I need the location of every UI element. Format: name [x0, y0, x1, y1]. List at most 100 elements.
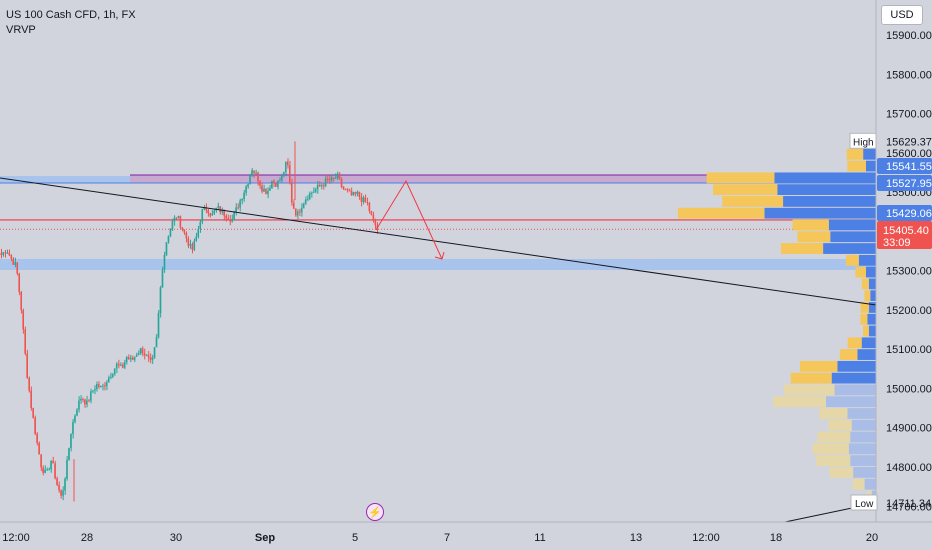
candle-body: [6, 252, 9, 254]
candle-body: [332, 177, 335, 179]
candle-body: [306, 198, 309, 200]
price-tick: 14700.00: [886, 501, 932, 513]
price-tick: 15300.00: [886, 266, 932, 278]
candle-body: [290, 183, 293, 203]
price-axis[interactable]: [876, 0, 932, 550]
candle-body: [171, 221, 174, 229]
candle-body: [201, 209, 204, 222]
candle-body: [213, 210, 215, 214]
candle-body: [199, 221, 202, 229]
candle-body: [70, 433, 72, 449]
candle-body: [340, 179, 343, 188]
candle-body: [179, 216, 182, 228]
candle-body: [320, 185, 323, 187]
volume-bar-up: [852, 478, 865, 490]
candle-body: [8, 252, 11, 256]
candle-body: [117, 363, 120, 366]
candle-body: [217, 206, 219, 208]
volume-bar-up: [706, 172, 775, 184]
candle-body: [346, 189, 349, 191]
candle-body: [20, 292, 22, 311]
price-tick: 15600.00: [886, 148, 932, 160]
candle-body: [255, 172, 257, 174]
candle-body: [113, 368, 116, 375]
trendline[interactable]: [0, 177, 877, 306]
price-tag-value: 15541.55: [886, 161, 932, 173]
candle-body: [94, 389, 96, 391]
candle-body: [48, 469, 50, 471]
candle-body: [97, 383, 100, 387]
candle-body: [322, 185, 325, 187]
candle-body: [46, 469, 48, 471]
candle-body: [237, 207, 239, 209]
price-tag: [877, 158, 932, 174]
volume-bar-up: [847, 160, 866, 172]
candle-body: [364, 197, 367, 202]
volume-bar-up: [864, 290, 871, 302]
price-tick: 15800.00: [886, 69, 932, 81]
time-axis[interactable]: [0, 522, 932, 550]
candle-body: [330, 177, 333, 181]
indicator-label[interactable]: VRVP: [6, 24, 36, 36]
price-tick: 15200.00: [886, 305, 932, 317]
volume-bar-up: [812, 443, 849, 455]
candle-body: [107, 377, 110, 383]
candle-body: [318, 184, 321, 187]
candle-body: [209, 213, 211, 216]
candle-body: [207, 209, 210, 214]
low-value: 14711.34: [886, 498, 931, 510]
candle-body: [231, 218, 233, 222]
candle-body: [211, 213, 213, 216]
candle-body: [221, 209, 223, 213]
candle-body: [253, 170, 255, 174]
candle-body: [129, 357, 132, 360]
candle-body: [181, 227, 184, 230]
candle-body: [195, 236, 198, 241]
currency-button[interactable]: USD: [881, 5, 923, 25]
volume-bar-up: [790, 372, 832, 384]
volume-bar-up: [829, 467, 854, 478]
price-tag-value: 15527.95: [886, 178, 932, 190]
bar-countdown: 33:09: [883, 237, 911, 249]
candle-body: [105, 382, 108, 387]
volume-bar-up: [860, 313, 868, 325]
volume-bar-down: [834, 384, 876, 396]
volume-bar-down: [764, 207, 876, 219]
candle-body: [267, 190, 269, 195]
volume-bar-down: [865, 160, 876, 172]
candle-body: [360, 197, 363, 202]
candle-body: [273, 180, 275, 183]
candle-body: [241, 198, 243, 201]
candle-body: [143, 353, 146, 356]
candle-body: [261, 185, 263, 192]
time-tick: 20: [866, 532, 878, 544]
volume-bar-up: [784, 384, 835, 396]
projection-path[interactable]: [375, 179, 443, 260]
time-tick: 11: [534, 532, 545, 544]
candle-body: [78, 400, 80, 410]
price-tag-value: 15429.06: [886, 208, 932, 220]
volume-bar-down: [864, 478, 876, 490]
candle-body: [251, 170, 253, 176]
lightning-bolt-icon[interactable]: ⚡: [366, 503, 384, 521]
symbol-title[interactable]: US 100 Cash CFD, 1h, FX: [6, 9, 136, 21]
candle-body: [137, 353, 140, 355]
high-label: High: [853, 137, 874, 148]
candle-body: [16, 262, 19, 274]
volume-bar-up: [855, 266, 866, 278]
volume-bar-up: [677, 207, 765, 219]
price-tick: 14800.00: [886, 462, 932, 474]
candle-body: [147, 354, 150, 358]
candle-body: [88, 400, 90, 402]
candle-body: [275, 182, 277, 187]
candle-body: [191, 243, 194, 250]
candle-body: [121, 364, 124, 368]
candle-body: [60, 490, 62, 496]
current-price-value: 15405.40: [883, 225, 929, 237]
candle-body: [314, 189, 317, 192]
volume-bar-down: [865, 266, 876, 278]
candle-body: [66, 459, 68, 479]
